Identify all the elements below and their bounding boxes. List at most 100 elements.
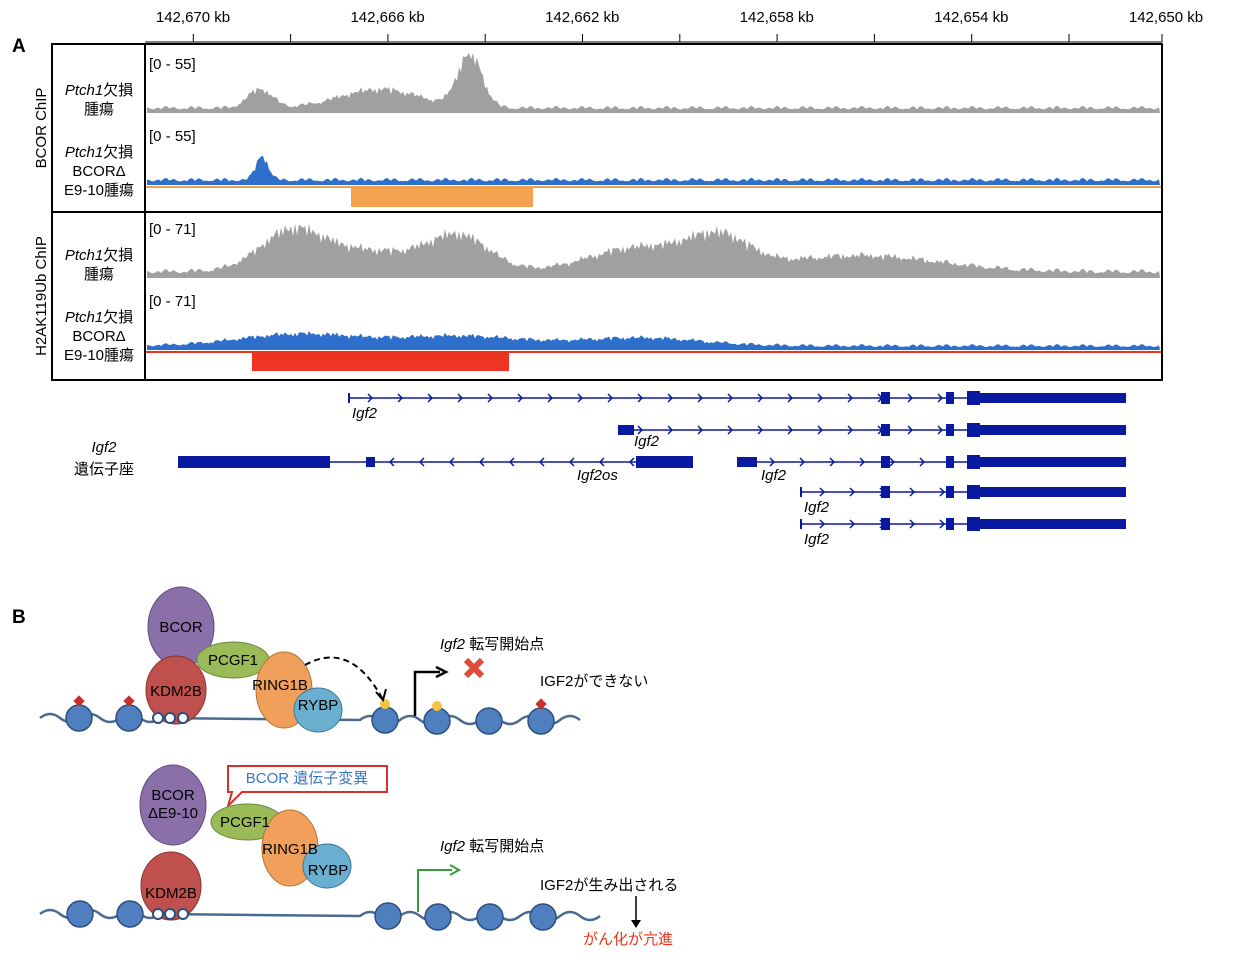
transcript-label: Igf2 <box>804 499 830 516</box>
tss-label: Igf2 転写開始点 <box>440 838 544 855</box>
nucleosomes <box>65 704 555 735</box>
exon <box>618 425 634 435</box>
chevron <box>909 519 916 529</box>
chevron <box>819 487 826 497</box>
chevron <box>919 457 926 467</box>
arrowhead <box>449 864 462 876</box>
exon <box>967 485 980 499</box>
panel-label: B <box>12 607 26 628</box>
exon <box>881 392 890 404</box>
chevron <box>939 519 946 529</box>
rybp <box>293 687 343 733</box>
chevron <box>727 425 734 435</box>
coverage <box>147 155 1160 185</box>
chevron <box>568 457 575 467</box>
chevron <box>787 425 794 435</box>
gene-name: Ptch1 <box>65 144 103 161</box>
locus-label: 遺伝子座 <box>74 461 134 478</box>
exon <box>1085 520 1126 528</box>
exon <box>946 424 954 436</box>
region-bar <box>351 188 533 207</box>
chevron <box>397 393 404 403</box>
exon <box>980 519 1126 529</box>
protein-label: ΔE9-10 <box>148 805 198 822</box>
kdm2b <box>145 655 207 725</box>
result: がん化が亢進 <box>583 930 673 948</box>
track-text: 欠損 <box>103 247 133 264</box>
tss-arrow <box>413 670 440 716</box>
group-label: BCOR ChIP <box>33 88 50 169</box>
protein-label: RYBP <box>308 862 349 879</box>
exon <box>348 393 350 403</box>
chevron <box>847 393 854 403</box>
exon <box>980 487 1126 497</box>
outcome: IGF2ができない <box>540 673 648 690</box>
chevron <box>727 393 734 403</box>
exon <box>967 423 980 437</box>
locus-gene: Igf2 <box>91 439 117 456</box>
track-label: Ptch1欠損 <box>65 309 133 326</box>
chevron <box>487 393 494 403</box>
chevron <box>637 393 644 403</box>
chevron <box>697 425 704 435</box>
chevron <box>787 393 794 403</box>
chevron <box>598 457 605 467</box>
chevron <box>757 425 764 435</box>
chevron <box>859 457 866 467</box>
exon <box>946 456 954 468</box>
chevron <box>577 393 584 403</box>
exon <box>946 392 954 404</box>
transcript-label: Igf2 <box>804 531 830 548</box>
track-text: 欠損 <box>103 309 133 326</box>
ub-dot <box>380 699 390 709</box>
track-range: [0 - 71] <box>149 221 196 238</box>
nucleosomes <box>66 900 557 931</box>
rybp <box>302 843 352 889</box>
coverage <box>147 53 1160 113</box>
track-label: 腫瘍 <box>84 265 114 283</box>
group-label: H2AK119Ub ChIP <box>33 236 50 356</box>
outcome: IGF2が生み出される <box>540 877 678 894</box>
chevron <box>817 393 824 403</box>
axis-tick-label: 142,650 kb <box>1129 9 1203 26</box>
coverage <box>147 223 1160 278</box>
chevron <box>909 487 916 497</box>
chevron <box>819 519 826 529</box>
track-label: BCORΔ <box>72 328 125 345</box>
exon <box>366 457 375 467</box>
chevron <box>799 457 806 467</box>
chevron <box>448 457 455 467</box>
chevron <box>367 393 374 403</box>
exon <box>980 457 1126 467</box>
mutation-label: BCOR 遺伝子変異 <box>246 770 369 787</box>
track-label: Ptch1欠損 <box>65 82 133 99</box>
arrow <box>304 656 383 699</box>
exon <box>967 391 980 405</box>
chevron <box>907 425 914 435</box>
protein-label: PCGF1 <box>220 814 270 831</box>
tss-label: Igf2 転写開始点 <box>440 636 544 653</box>
track-label: 腫瘍 <box>84 100 114 118</box>
exon <box>967 517 980 531</box>
track-label: BCORΔ <box>72 163 125 180</box>
chevron <box>667 425 674 435</box>
cpg <box>152 908 189 920</box>
axis-tick-label: 142,654 kb <box>934 9 1008 26</box>
chevron <box>847 425 854 435</box>
protein-label: RING1B <box>252 677 308 694</box>
transcript-label: Igf2 <box>634 433 660 450</box>
chevron <box>849 519 856 529</box>
ub-dot <box>432 701 442 711</box>
exon <box>800 519 802 529</box>
exon <box>881 456 890 468</box>
axis-tick-label: 142,658 kb <box>740 9 814 26</box>
chevron <box>547 393 554 403</box>
coverage <box>147 330 1160 350</box>
chevron <box>889 457 896 467</box>
arrowhead <box>375 688 387 703</box>
panel-label: A <box>12 36 26 57</box>
track-range: [0 - 71] <box>149 293 196 310</box>
protein-label: BCOR <box>151 787 195 804</box>
